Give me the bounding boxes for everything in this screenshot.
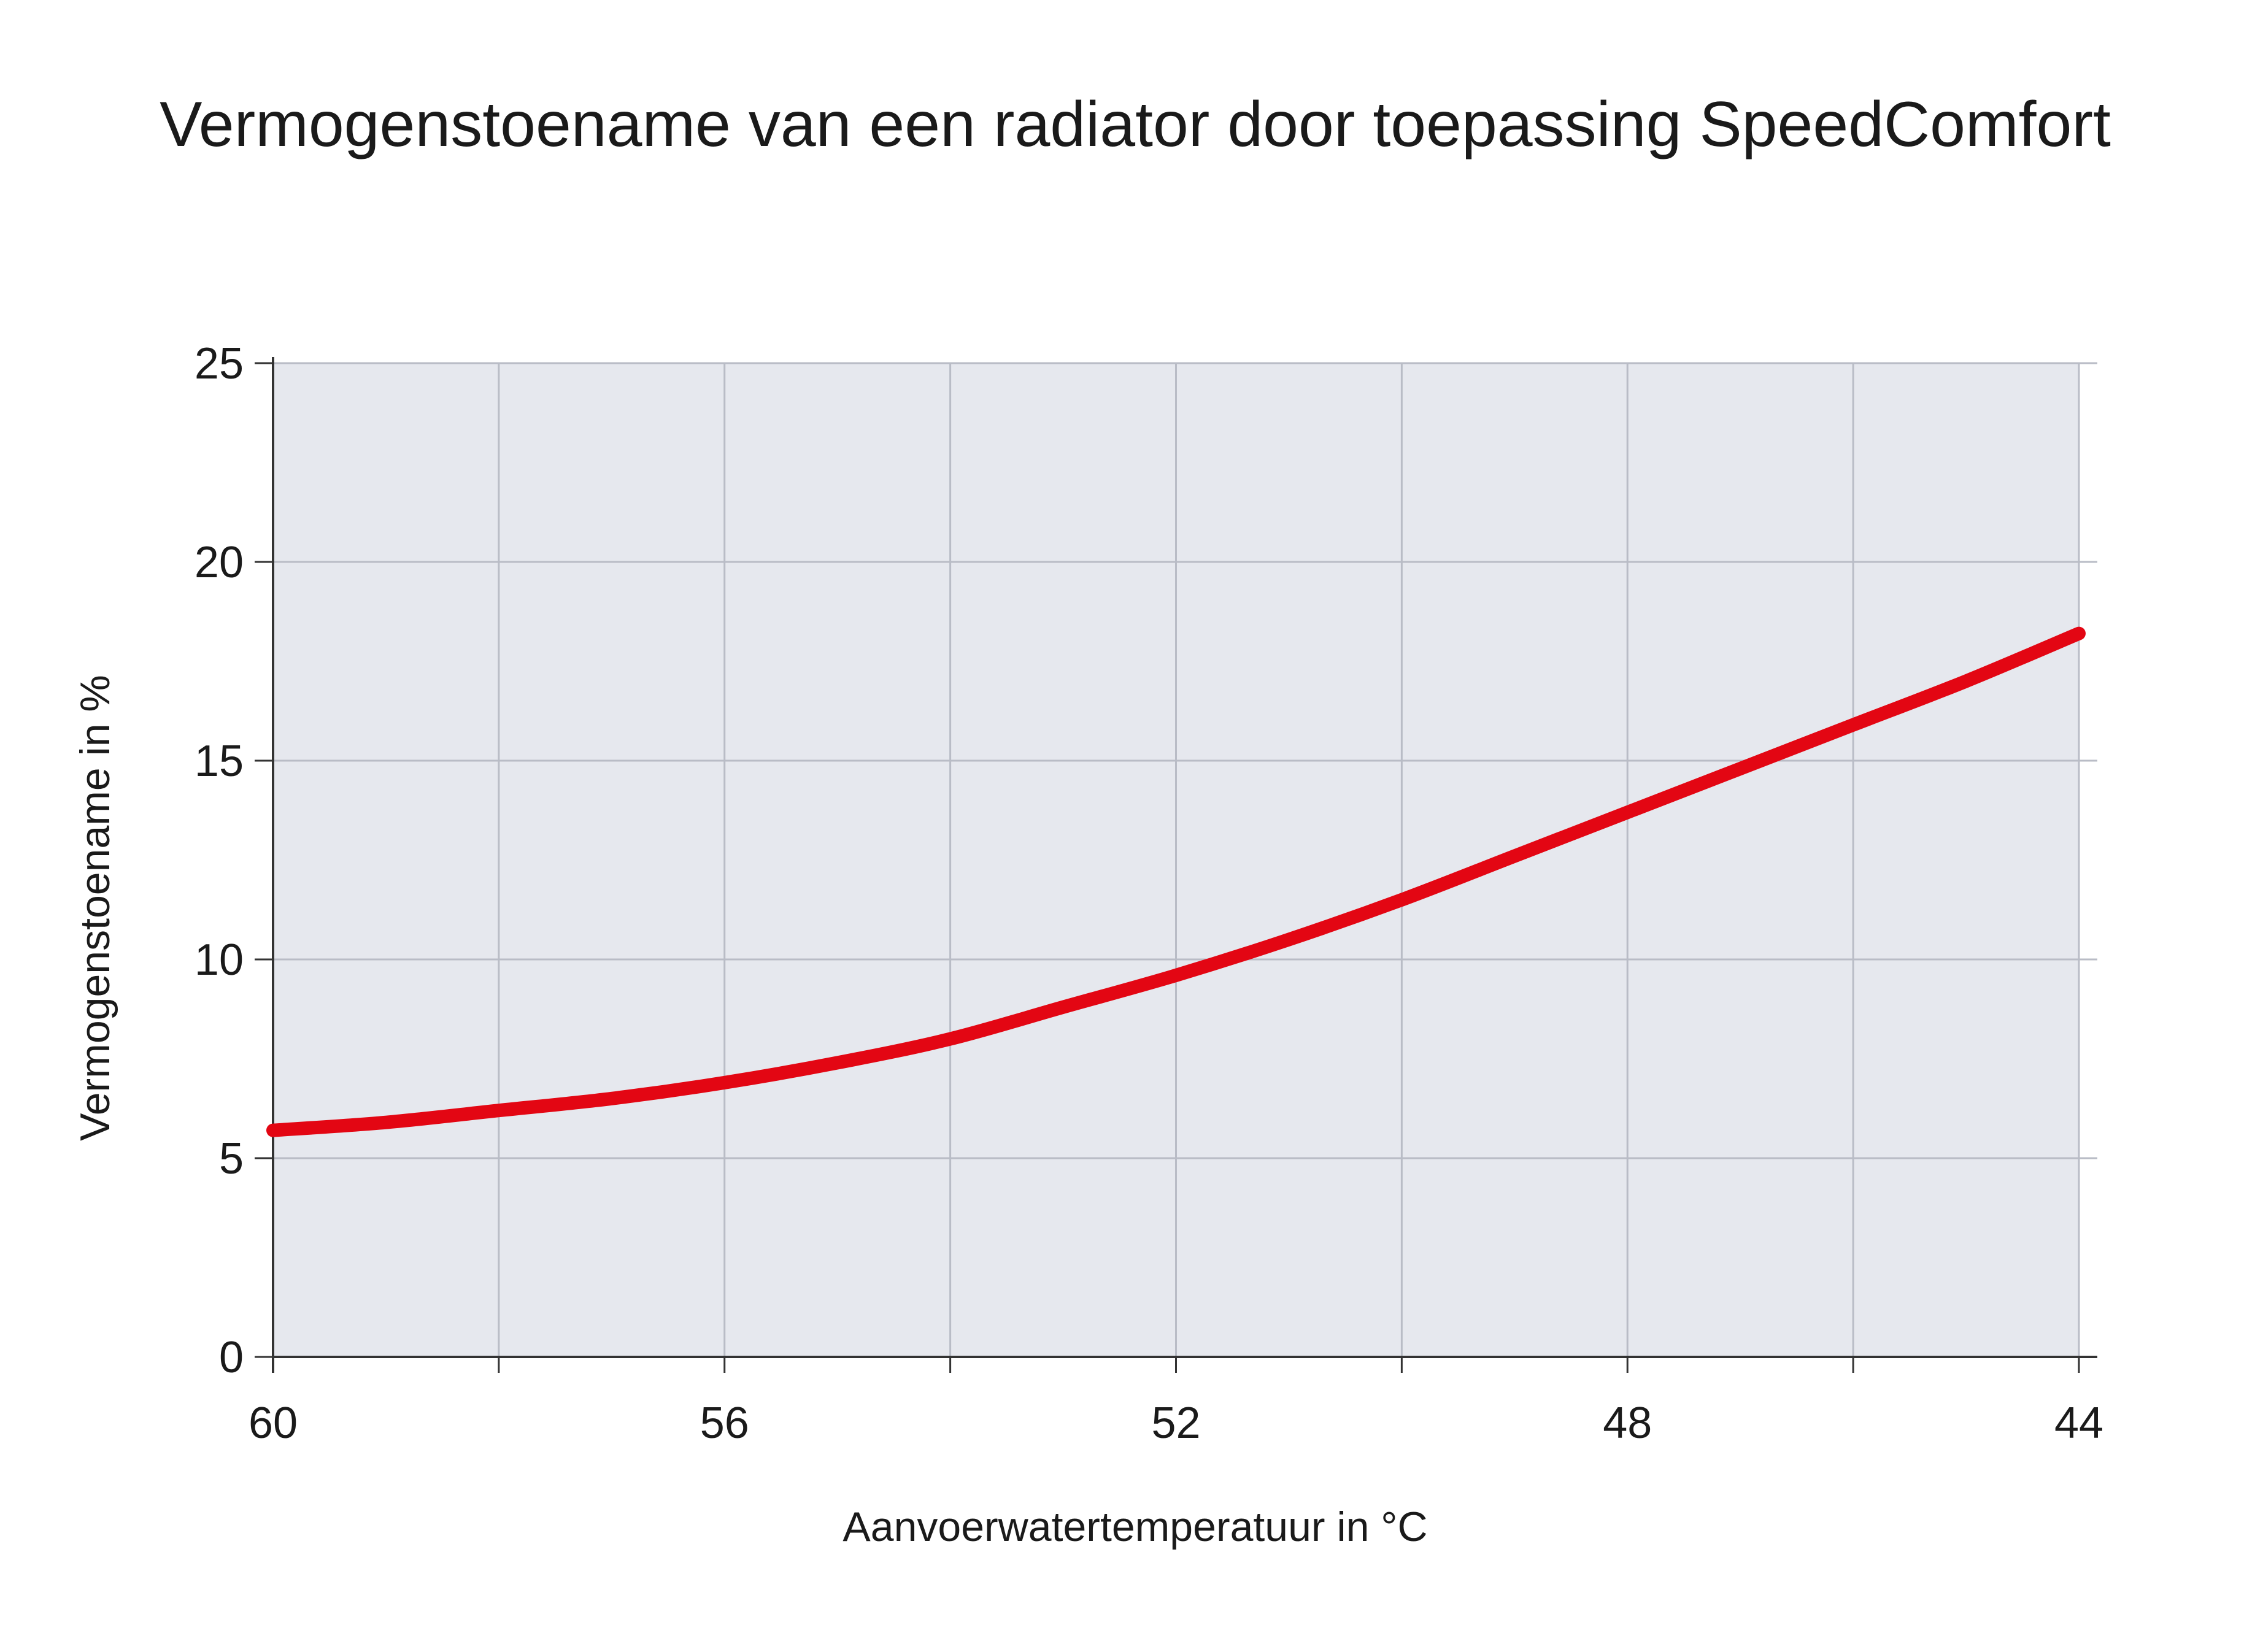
y-tick-label: 20 [195, 538, 244, 587]
plot-area: 0 5 10 15 20 25 60 56 52 48 44 [195, 339, 2103, 1448]
y-tick-label: 10 [195, 935, 244, 985]
chart-title: Vermogenstoename van een radiator door t… [160, 89, 2111, 160]
x-tick-label: 52 [1151, 1399, 1200, 1448]
x-tick-label: 60 [249, 1399, 298, 1448]
x-tick-label: 44 [2054, 1399, 2103, 1448]
y-tick-label: 0 [219, 1333, 244, 1382]
y-tick-label: 15 [195, 737, 244, 786]
series-line [266, 626, 2086, 1137]
y-tick-label: 25 [195, 339, 244, 388]
x-tick-label: 48 [1603, 1399, 1652, 1448]
x-axis-label: Aanvoerwatertemperatuur in °C [842, 1504, 1427, 1550]
x-tick-label: 56 [700, 1399, 749, 1448]
y-tick-label: 5 [219, 1134, 244, 1183]
y-axis-label: Vermogenstoename in % [72, 675, 118, 1141]
